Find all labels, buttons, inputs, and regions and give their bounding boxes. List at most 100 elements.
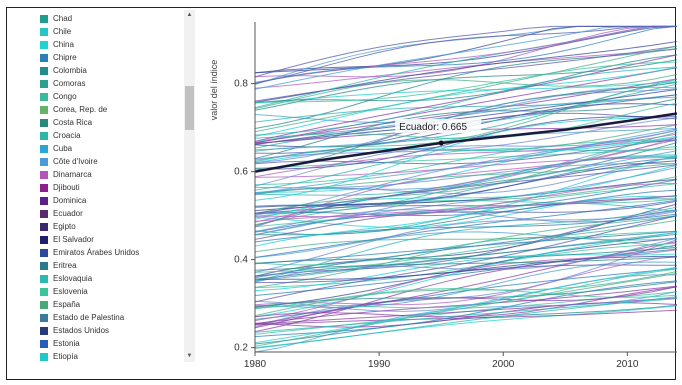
legend-item[interactable]: Corea, Rep. de [40,103,107,116]
highlight-series[interactable]: Ecuador: 0.665 [254,112,677,173]
series-line[interactable] [255,45,677,133]
series-line[interactable] [255,233,677,280]
legend-item[interactable]: Estonia [40,337,80,350]
series-line[interactable] [255,286,677,329]
series-line[interactable] [255,98,677,159]
series-line[interactable] [255,102,677,143]
legend-item[interactable]: Colombia [40,64,87,77]
series-line[interactable] [255,242,677,289]
series-line[interactable] [255,139,677,223]
series-line[interactable] [255,164,677,214]
legend-item[interactable]: China [40,38,74,51]
series-line[interactable] [255,25,677,74]
series-line[interactable] [255,128,677,151]
series-line[interactable] [255,215,677,288]
series-line[interactable] [255,74,677,110]
scroll-down-icon[interactable]: ▼ [186,353,193,359]
legend-item[interactable]: Congo [40,90,77,103]
series-line[interactable] [255,136,677,228]
legend-item[interactable]: Dominica [40,194,86,207]
series-line[interactable] [255,231,677,258]
series-line[interactable] [255,25,677,78]
legend-scrollbar[interactable]: ▲ ▼ [184,10,195,362]
series-line[interactable] [255,291,677,353]
series-line[interactable] [255,54,677,104]
series-line[interactable] [255,94,677,123]
series-line[interactable] [255,89,677,145]
series-line[interactable] [255,25,677,84]
series-line[interactable] [255,182,677,218]
series-line[interactable] [255,61,677,103]
legend-item[interactable]: Eslovenia [40,285,88,298]
series-line[interactable] [255,48,677,89]
series-line[interactable] [255,255,677,306]
series-line[interactable] [255,178,677,212]
legend-item[interactable]: Etiopía [40,350,78,363]
legend-item[interactable]: Estados Unidos [40,324,109,337]
series-line[interactable] [255,209,677,233]
series-line[interactable] [255,200,677,240]
legend-item[interactable]: Cuba [40,142,72,155]
series-line[interactable] [255,25,677,85]
series-line[interactable] [255,142,677,227]
legend-item[interactable]: Côte d'Ivoire [40,155,98,168]
series-line[interactable] [255,117,677,160]
legend-item[interactable]: Comoras [40,77,85,90]
scroll-thumb[interactable] [185,86,194,130]
series-line[interactable] [255,285,677,324]
highlight-series-line[interactable] [254,112,677,173]
series-line[interactable] [255,309,677,326]
legend-item[interactable]: Emiratos Árabes Unidos [40,246,139,259]
series-line[interactable] [255,156,677,178]
series-line[interactable] [255,266,677,344]
series-line[interactable] [255,230,677,273]
scroll-up-icon[interactable]: ▲ [186,12,193,18]
series-line[interactable] [255,230,677,265]
series-line[interactable] [255,150,677,236]
series-line[interactable] [255,54,677,142]
series-line[interactable] [255,160,677,208]
highlight-point[interactable] [438,140,444,146]
legend-item[interactable]: Chipre [40,51,77,64]
series-line[interactable] [255,209,677,277]
series-line[interactable] [255,66,677,136]
series-line[interactable] [255,215,677,279]
series-line[interactable] [255,96,677,139]
legend-item[interactable]: España [40,298,80,311]
legend-item[interactable]: Dinamarca [40,168,92,181]
legend-item[interactable]: Djibouti [40,181,80,194]
series-line[interactable] [255,253,677,292]
legend-item[interactable]: Croacia [40,129,81,142]
series-line[interactable] [255,133,677,178]
series-line[interactable] [255,162,677,195]
series-line[interactable] [255,146,677,191]
series-line[interactable] [255,86,677,124]
series-line[interactable] [255,236,677,266]
series-line[interactable] [255,271,677,317]
series-line[interactable] [255,209,677,273]
legend-item[interactable]: Ecuador [40,207,83,220]
series-line[interactable] [255,139,677,165]
legend-item[interactable]: El Salvador [40,233,94,246]
series-line[interactable] [255,131,677,215]
legend-item[interactable]: Eslovaquia [40,272,92,285]
series-line[interactable] [255,155,677,247]
series-line[interactable] [255,261,677,309]
legend-item[interactable]: Estado de Palestina [40,311,124,324]
series-line[interactable] [255,195,677,228]
series-line[interactable] [255,281,677,308]
series-line[interactable] [255,247,677,264]
series-line[interactable] [255,199,677,258]
legend-item[interactable]: Chile [40,25,71,38]
series-line[interactable] [255,88,677,164]
legend-item[interactable]: Eritrea [40,259,77,272]
series-line[interactable] [255,25,677,83]
series-line[interactable] [255,255,677,280]
series-line[interactable] [255,81,677,104]
legend-item[interactable]: Chad [40,12,72,25]
series-line[interactable] [255,256,677,271]
series-line[interactable] [255,128,677,195]
series-line[interactable] [255,219,677,253]
series-line[interactable] [255,137,677,194]
series-line[interactable] [255,298,677,333]
